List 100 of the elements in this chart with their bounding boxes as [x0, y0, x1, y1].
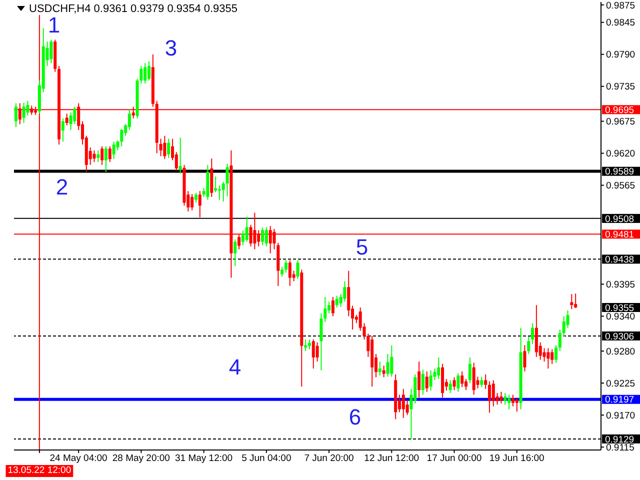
y-tick-label: 0.9675 — [606, 116, 636, 128]
ref-line-label: 0.9306 — [605, 331, 634, 342]
candlestick — [570, 294, 574, 310]
ref-line-label: 0.9508 — [605, 214, 634, 225]
ref-line-label: 0.9695 — [605, 104, 634, 116]
candlestick — [500, 391, 503, 404]
ref-line-label: 0.9589 — [605, 166, 634, 178]
candlestick — [308, 338, 311, 350]
candlestick — [92, 150, 96, 162]
candlestick — [198, 190, 202, 218]
y-tick-label: 0.9170 — [606, 410, 636, 422]
candlestick — [167, 138, 170, 158]
candlestick — [159, 138, 162, 157]
candlestick — [390, 344, 394, 378]
candlestick — [429, 370, 432, 392]
candlestick — [452, 376, 456, 391]
x-tick-label: 24 May 04:00 — [50, 453, 108, 464]
candlestick — [214, 176, 218, 193]
candlestick — [144, 62, 147, 84]
candlestick — [437, 356, 440, 380]
candlestick — [226, 163, 229, 197]
candlestick — [542, 348, 546, 362]
candlestick — [558, 329, 562, 352]
candlestick — [100, 146, 104, 166]
candlestick — [378, 361, 382, 376]
candlestick — [65, 113, 68, 126]
chart-title: USDCHF,H4 0.9361 0.9379 0.9354 0.9355 — [29, 2, 238, 15]
x-tick-label: 17 Jun 00:00 — [426, 453, 482, 464]
candlestick — [284, 260, 288, 274]
candlestick — [178, 137, 182, 174]
candlestick — [448, 380, 452, 394]
candlestick — [335, 295, 338, 308]
candlestick — [104, 146, 108, 172]
candlestick — [421, 369, 424, 396]
candlestick — [402, 388, 405, 418]
candlestick — [468, 356, 472, 384]
candlestick — [386, 354, 390, 378]
candlestick — [120, 128, 124, 147]
annotation: 6 — [348, 404, 362, 430]
candlestick — [546, 348, 550, 370]
candlestick — [480, 376, 484, 388]
candlestick — [245, 216, 248, 242]
candlestick — [488, 380, 491, 414]
candlestick — [264, 226, 268, 247]
candlestick — [61, 118, 64, 142]
x-tick-label: 12 Jun 12:00 — [364, 453, 420, 464]
candlestick — [504, 392, 507, 406]
candlestick — [515, 397, 518, 412]
x-tick-label: 19 Jun 16:00 — [489, 453, 544, 464]
y-tick-label: 0.9565 — [606, 180, 636, 192]
candlestick — [234, 238, 237, 267]
y-tick-label: 0.9395 — [606, 280, 636, 291]
candlestick — [194, 192, 198, 204]
annotation: 4 — [228, 354, 242, 380]
candlestick — [320, 312, 323, 371]
candlestick — [112, 141, 116, 160]
y-tick-label: 0.9280 — [606, 346, 636, 358]
candlestick — [190, 194, 194, 211]
y-tick-label: 0.9340 — [606, 312, 636, 323]
x-tick-label: 5 Jun 04:00 — [242, 453, 292, 464]
candlestick — [316, 342, 319, 362]
x-tick-label: 31 May 12:00 — [175, 453, 233, 464]
candlestick — [128, 109, 131, 130]
candlestick — [574, 292, 578, 309]
candlestick — [222, 181, 225, 202]
candlestick — [464, 378, 468, 391]
candlestick — [50, 39, 53, 64]
candlestick — [511, 394, 514, 407]
candlestick — [331, 296, 334, 317]
candlestick — [148, 60, 151, 82]
annotation: 2 — [56, 174, 68, 200]
x-tick-label: 7 Jun 20:00 — [304, 453, 354, 464]
y-tick-label: 0.9115 — [606, 442, 634, 454]
candlestick — [472, 362, 476, 396]
candlestick — [508, 394, 511, 410]
candlestick — [550, 348, 554, 364]
candlestick — [108, 146, 112, 162]
candlestick — [324, 296, 327, 322]
candlestick — [523, 344, 526, 372]
y-tick-label: 0.9620 — [606, 148, 636, 160]
text: 0.9355 — [605, 302, 634, 314]
candlestick — [418, 361, 421, 398]
candlestick — [296, 260, 300, 280]
candlestick — [288, 260, 292, 286]
y-tick-label: 0.9225 — [606, 378, 636, 390]
candlestick — [347, 270, 350, 317]
x-tick-label: 28 May 20:00 — [112, 453, 170, 464]
candlestick — [280, 266, 284, 278]
candlestick — [456, 372, 460, 392]
annotation: 1 — [48, 12, 60, 38]
y-tick-label: 0.9845 — [606, 18, 636, 29]
candlestick — [531, 322, 534, 345]
y-tick-label: 0.9790 — [606, 50, 636, 61]
ref-line-label: 0.9197 — [605, 394, 634, 406]
candlestick — [261, 227, 264, 246]
candlestick — [22, 102, 26, 124]
candlestick — [382, 365, 386, 378]
ref-line-label: 0.9481 — [605, 229, 634, 240]
annotation: 3 — [164, 36, 178, 60]
candlestick — [425, 370, 428, 392]
